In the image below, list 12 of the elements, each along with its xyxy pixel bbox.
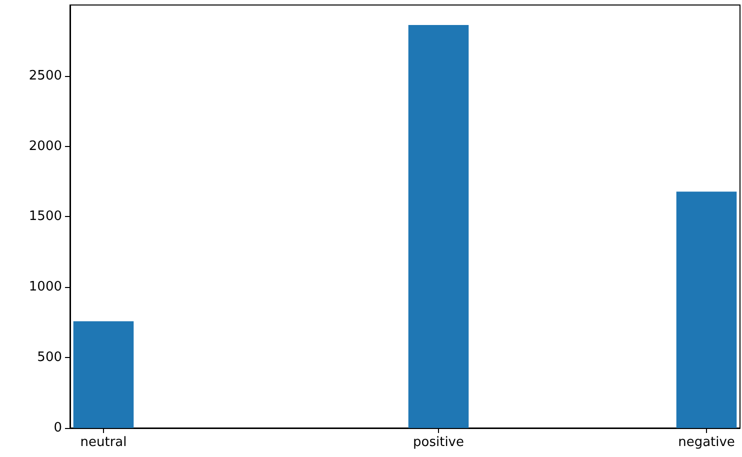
bar xyxy=(676,192,737,428)
x-tick-label: negative xyxy=(678,435,735,450)
y-tick-label: 0 xyxy=(54,420,62,436)
y-tick-label: 2000 xyxy=(28,138,62,154)
y-tick-label: 1000 xyxy=(28,280,62,295)
bar xyxy=(73,321,134,428)
x-tick-label: neutral xyxy=(80,435,127,450)
bar xyxy=(408,25,469,428)
y-tick-label: 2500 xyxy=(28,68,62,84)
x-tick-label: positive xyxy=(413,435,464,450)
y-tick-label: 1500 xyxy=(28,209,62,224)
y-tick-label: 500 xyxy=(37,350,62,366)
